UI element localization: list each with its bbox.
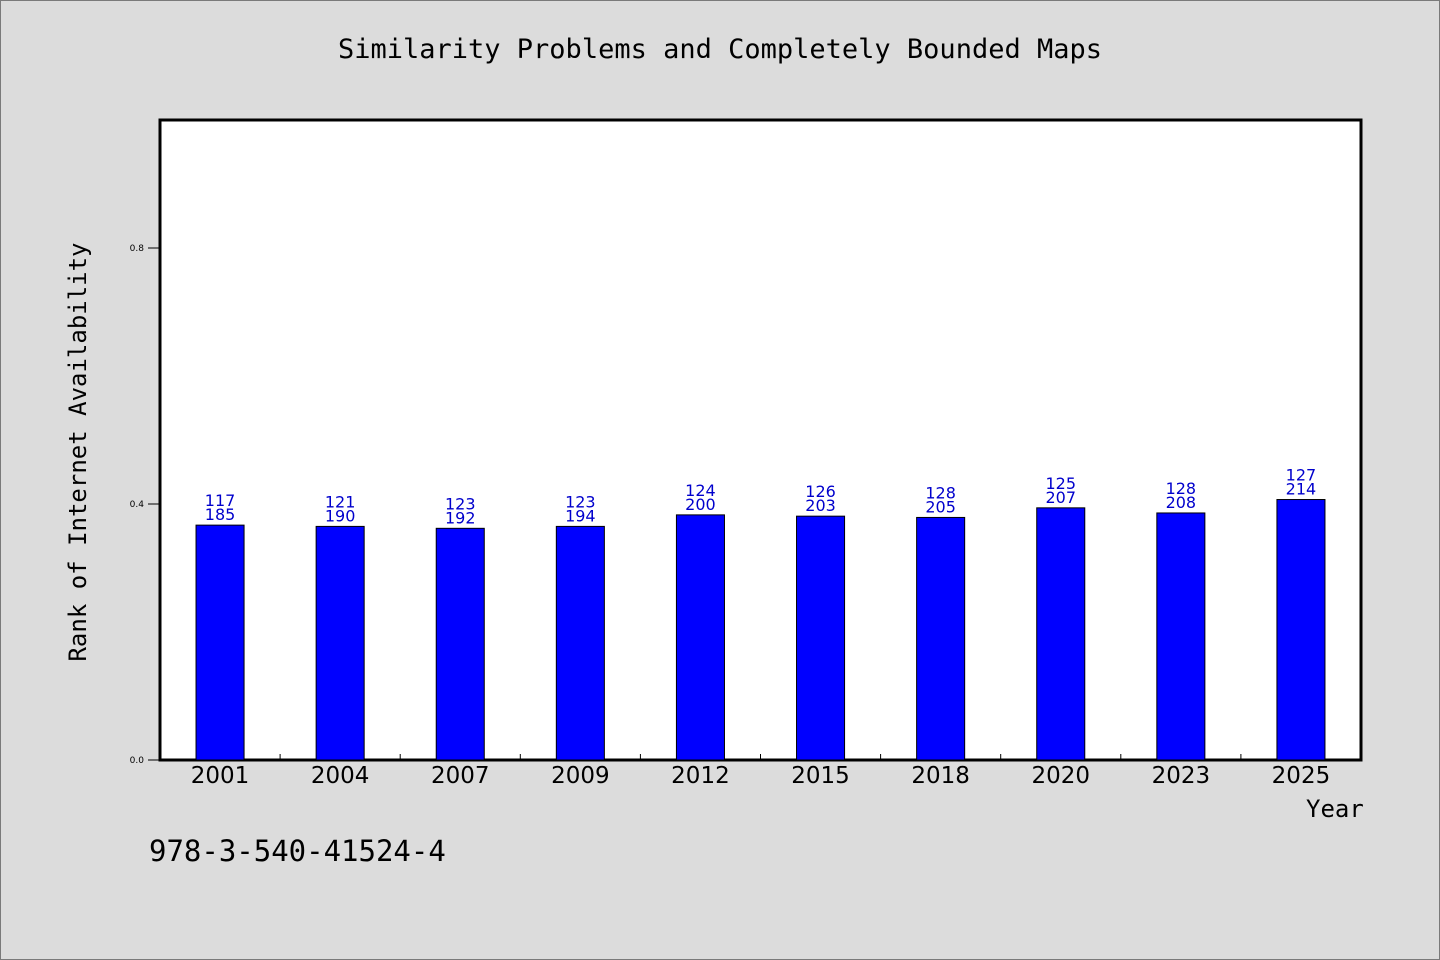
x-axis-title: Year: [1306, 795, 1364, 823]
bar: [1156, 512, 1206, 761]
data-label-top: 123: [445, 494, 476, 513]
data-label-top: 125: [1045, 474, 1076, 493]
x-tick-label: 2023: [1152, 763, 1211, 789]
x-tick-label: 2025: [1272, 763, 1331, 789]
x-tick-label: 2015: [791, 763, 850, 789]
bar: [555, 525, 605, 761]
data-label-bottom: 207: [1045, 488, 1076, 507]
data-label-top: 123: [565, 492, 596, 511]
data-label-bottom: 208: [1166, 493, 1197, 512]
bar: [796, 515, 846, 761]
x-tick-label: 2001: [191, 763, 250, 789]
bar: [675, 514, 725, 761]
x-tick-label: 2004: [311, 763, 370, 789]
data-labels: 1171851211901231921231941242001262031282…: [205, 466, 1316, 528]
y-tick-label: 0.4: [130, 500, 145, 510]
data-label-top: 128: [925, 483, 956, 502]
bar: [315, 525, 365, 761]
data-label-top: 121: [325, 492, 356, 511]
y-tick-label: 0.0: [130, 756, 145, 766]
data-label-bottom: 185: [205, 505, 236, 524]
y-axis-title: Rank of Internet Availability: [64, 242, 92, 662]
data-label-bottom: 190: [325, 506, 356, 525]
bar: [916, 516, 966, 761]
data-label-bottom: 214: [1286, 480, 1317, 499]
bar: [195, 524, 245, 761]
y-tick-label: 0.8: [130, 244, 145, 254]
data-label-bottom: 205: [925, 497, 956, 516]
bar: [1276, 499, 1326, 761]
isbn-text: 978-3-540-41524-4: [149, 834, 446, 868]
data-label-bottom: 194: [565, 506, 596, 525]
chart-title: Similarity Problems and Completely Bound…: [337, 34, 1102, 65]
x-tick-label: 2007: [431, 763, 490, 789]
data-label-top: 117: [205, 491, 236, 510]
bar: [1036, 507, 1086, 761]
data-label-bottom: 203: [805, 496, 836, 515]
data-label-top: 124: [685, 481, 716, 500]
data-label-bottom: 200: [685, 495, 716, 514]
bar: [435, 527, 485, 761]
x-tick-label: 2012: [671, 763, 730, 789]
x-tick-label: 2009: [551, 763, 610, 789]
data-label-top: 126: [805, 482, 836, 501]
data-label-bottom: 192: [445, 508, 476, 527]
data-label-top: 128: [1166, 479, 1197, 498]
bar-series: [195, 499, 1326, 761]
y-axis: 0.0 0.4 0.8: [130, 244, 160, 766]
x-axis: 2001 2004 2007 2009 2012 2015 2018 2020 2023 2025: [191, 754, 1330, 789]
data-label-top: 127: [1286, 466, 1317, 485]
x-tick-label: 2020: [1031, 763, 1090, 789]
x-tick-label: 2018: [911, 763, 970, 789]
